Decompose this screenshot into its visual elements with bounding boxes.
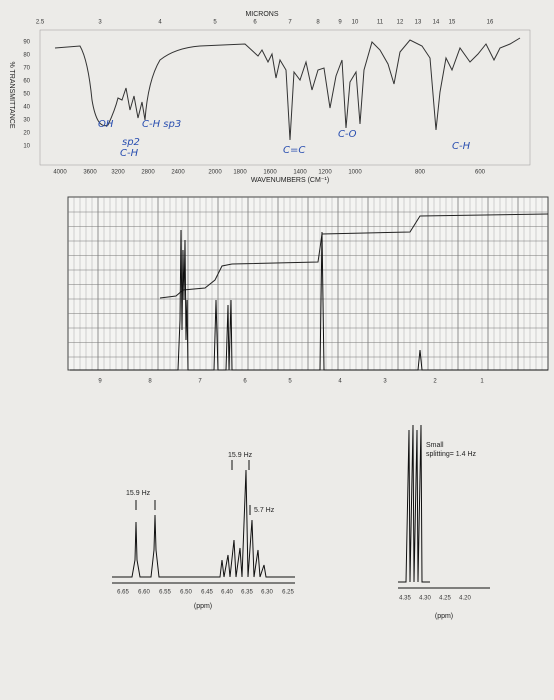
nmr-x-tick: 6 <box>243 379 247 385</box>
note: Small <box>426 442 444 449</box>
nmr-x-tick: 4 <box>338 379 342 385</box>
ir-x-tick: 1200 <box>318 170 332 176</box>
exp1-x-tick: 6.55 <box>159 590 171 596</box>
ir-y-tick: 20 <box>23 131 30 137</box>
ir-y-tick: 30 <box>23 118 30 124</box>
ir-top-tick: 4 <box>158 20 162 26</box>
annotation: OH <box>98 119 114 130</box>
coupling-label: 15.9 Hz <box>228 452 253 459</box>
ir-top-tick: 3 <box>98 20 102 26</box>
ir-top-tick: 13 <box>415 20 422 26</box>
ir-y-tick: 40 <box>23 105 30 111</box>
ir-x-tick: 3600 <box>83 170 97 176</box>
ir-y-tick: 70 <box>23 66 30 72</box>
ir-y-tick: 60 <box>23 79 30 85</box>
nmr-spectrum <box>67 196 549 371</box>
ir-x-title: WAVENUMBERS (CM⁻¹) <box>251 177 329 184</box>
ir-y-tick: 10 <box>23 144 30 150</box>
note: splitting= 1.4 Hz <box>426 451 476 458</box>
annotation: C-H <box>120 148 139 159</box>
ir-top-tick: 10 <box>352 20 359 26</box>
ir-top-tick: 8 <box>316 20 320 26</box>
coupling-label: 5.7 Hz <box>254 507 275 514</box>
ir-y-title: % TRANSMITTANCE <box>8 61 15 128</box>
exp1-x-tick: 6.35 <box>241 590 253 596</box>
exp1-x-tick: 6.30 <box>261 590 273 596</box>
ir-top-tick: 15 <box>449 20 456 26</box>
ir-x-tick: 3200 <box>111 170 125 176</box>
annotation: sp2 <box>122 137 140 148</box>
exp2-x-tick: 4.20 <box>459 596 471 602</box>
exp1-x-tick: 6.25 <box>282 590 294 596</box>
ir-top-tick: 5 <box>213 20 217 26</box>
ir-x-tick: 2400 <box>171 170 185 176</box>
ir-top-title: MICRONS <box>245 11 278 18</box>
axis-title: (ppm) <box>435 613 453 620</box>
nmr-x-tick: 5 <box>288 379 292 385</box>
exp1-x-tick: 6.65 <box>117 590 129 596</box>
nmr-x-tick: 8 <box>148 379 152 385</box>
annotation: C-O <box>338 129 357 140</box>
nmr-x-tick: 7 <box>198 379 202 385</box>
exp1-x-tick: 6.60 <box>138 590 150 596</box>
exp2-x-tick: 4.25 <box>439 596 451 602</box>
annotation: C-H sp3 <box>142 119 181 130</box>
exp1-x-tick: 6.40 <box>221 590 233 596</box>
exp2-x-tick: 4.35 <box>399 596 411 602</box>
exp1-x-tick: 6.50 <box>180 590 192 596</box>
ir-y-tick: 80 <box>23 53 30 59</box>
nmr-x-tick: 3 <box>383 379 387 385</box>
ir-x-tick: 600 <box>475 170 486 176</box>
ir-x-tick: 4000 <box>53 170 67 176</box>
ir-x-tick: 2000 <box>208 170 222 176</box>
ir-top-tick: 11 <box>377 20 384 26</box>
ir-x-tick: 1000 <box>348 170 362 176</box>
ir-top-tick: 6 <box>253 20 257 26</box>
ir-y-tick: 50 <box>23 92 30 98</box>
ir-x-tick: 1600 <box>263 170 277 176</box>
axis-title: (ppm) <box>194 603 212 610</box>
ir-x-tick: 1800 <box>233 170 247 176</box>
ir-spectrum <box>39 29 531 166</box>
ir-x-tick: 800 <box>415 170 426 176</box>
ir-top-tick: 12 <box>397 20 404 26</box>
ir-top-tick: 7 <box>288 20 292 26</box>
ir-top-tick: 9 <box>338 20 342 26</box>
coupling-label: 15.9 Hz <box>126 490 151 497</box>
nmr-x-tick: 2 <box>433 379 437 385</box>
nmr-x-tick: 1 <box>480 379 484 385</box>
ir-top-tick: 14 <box>433 20 440 26</box>
nmr-x-tick: 9 <box>98 379 102 385</box>
expansion-1 <box>112 424 490 589</box>
ir-x-tick: 2800 <box>141 170 155 176</box>
ir-x-tick: 1400 <box>293 170 307 176</box>
exp2-x-tick: 4.30 <box>419 596 431 602</box>
ir-y-tick: 90 <box>23 40 30 46</box>
annotation: C=C <box>283 145 305 156</box>
exp1-x-tick: 6.45 <box>201 590 213 596</box>
ir-top-tick: 16 <box>487 20 494 26</box>
annotation: C-H <box>452 141 471 152</box>
ir-top-tick: 2.5 <box>36 20 45 26</box>
